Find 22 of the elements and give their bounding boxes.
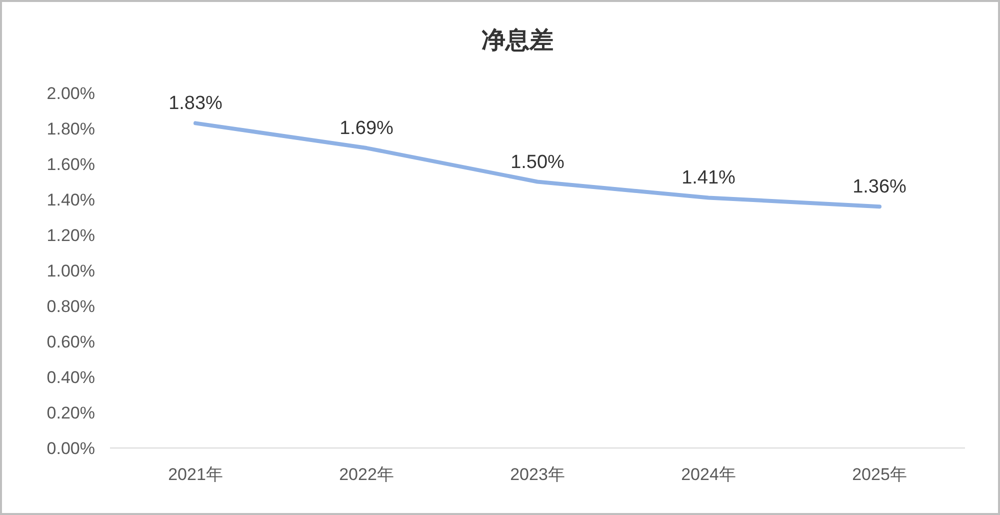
x-tick-label: 2021年 bbox=[168, 465, 223, 484]
y-tick-label: 0.60% bbox=[46, 332, 95, 352]
data-label: 1.36% bbox=[852, 176, 907, 198]
x-tick-label: 2023年 bbox=[510, 465, 565, 484]
data-label: 1.83% bbox=[168, 93, 223, 114]
x-tick-label: 2025年 bbox=[852, 465, 907, 484]
x-tick-label: 2022年 bbox=[339, 465, 394, 484]
y-tick-label: 1.40% bbox=[46, 190, 95, 210]
y-tick-label: 0.40% bbox=[46, 368, 95, 387]
y-tick-label: 1.20% bbox=[46, 226, 95, 245]
y-tick-label: 0.20% bbox=[46, 404, 95, 422]
y-tick-label: 0.00% bbox=[46, 439, 95, 458]
data-label: 1.69% bbox=[340, 118, 394, 140]
y-tick-label: 1.80% bbox=[46, 120, 95, 138]
data-label: 1.50% bbox=[510, 152, 565, 173]
y-tick-label: 1.60% bbox=[46, 155, 95, 174]
chart-title: 净息差 bbox=[482, 27, 554, 54]
y-tick-label: 1.00% bbox=[46, 262, 95, 280]
y-tick-label: 0.80% bbox=[46, 297, 95, 316]
data-label: 1.41% bbox=[682, 168, 736, 189]
y-tick-label: 2.00% bbox=[46, 84, 95, 103]
x-tick-label: 2024年 bbox=[681, 465, 736, 484]
